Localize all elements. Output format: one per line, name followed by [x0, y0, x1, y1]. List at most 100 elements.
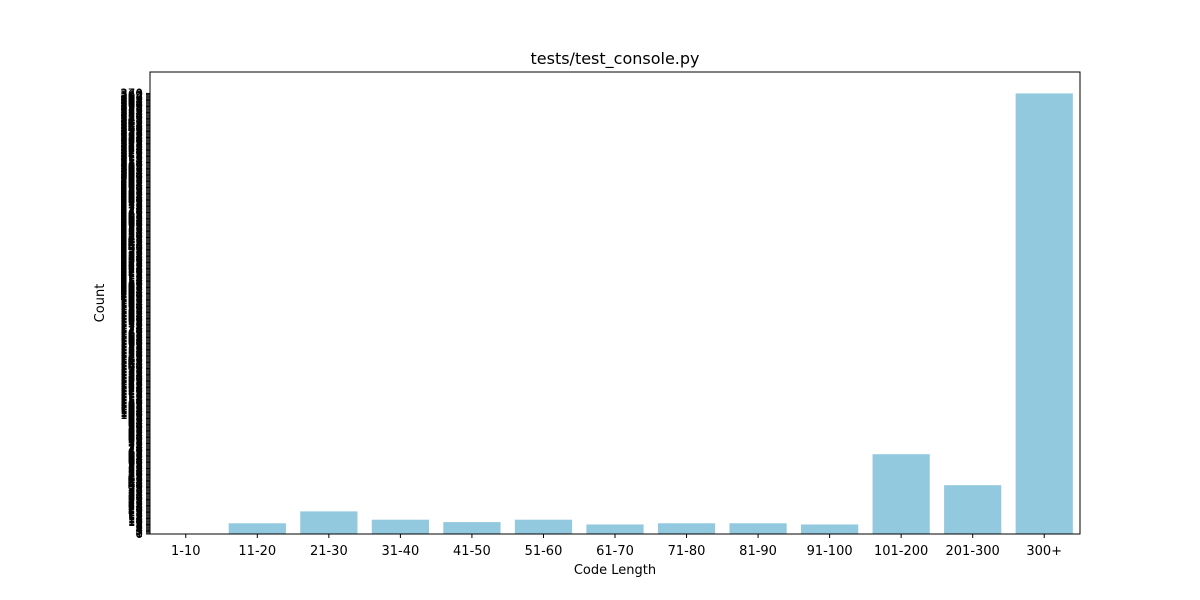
y-tick-label: 114: [120, 391, 143, 405]
y-tick-label: 218: [120, 267, 143, 281]
y-tick-label: 71: [128, 442, 143, 456]
y-tick-label: 348: [120, 113, 143, 127]
y-tick-label: 173: [120, 321, 143, 335]
y-tick-label: 127: [120, 376, 143, 390]
y-tick-label: 93: [128, 416, 143, 430]
y-tick-label: 317: [120, 150, 143, 164]
y-tick-label: 47: [128, 471, 143, 485]
y-tick-label: 150: [120, 348, 143, 362]
x-axis-label: Code Length: [574, 563, 656, 578]
y-tick-label: 61: [128, 454, 143, 468]
y-tick-label: 169: [120, 326, 143, 340]
y-tick-label: 318: [120, 148, 143, 162]
y-tick-label: 341: [120, 121, 143, 135]
y-tick-label: 137: [120, 364, 143, 378]
y-tick-label: 291: [120, 181, 143, 195]
y-tick-label: 329: [120, 135, 143, 149]
y-tick-label: 128: [120, 375, 143, 389]
y-tick-label: 209: [120, 278, 143, 292]
y-tick-label: 243: [120, 238, 143, 252]
y-tick-label: 125: [120, 378, 143, 392]
x-tick-label: 1-10: [171, 544, 201, 559]
y-tick-label: 248: [120, 232, 143, 246]
y-tick-label: 303: [120, 166, 143, 180]
y-tick-label: 28: [128, 494, 143, 508]
y-tick-label: 129: [120, 373, 143, 387]
y-tick-label: 188: [120, 303, 143, 317]
y-tick-label: 5: [135, 521, 143, 535]
y-tick-label: 158: [120, 339, 143, 353]
y-tick-label: 174: [120, 320, 143, 334]
y-tick-label: 121: [120, 383, 143, 397]
y-tick-label: 210: [120, 277, 143, 291]
bars: [228, 93, 1073, 535]
bar-101-200: [872, 454, 930, 534]
y-tick-label: 51: [128, 466, 143, 480]
y-tick-label: 286: [120, 186, 143, 200]
y-tick-label: 56: [128, 460, 143, 474]
y-tick-label: 152: [120, 346, 143, 360]
y-tick-label: 106: [120, 401, 143, 415]
y-tick-label: 36: [128, 484, 143, 498]
x-tick-label: 61-70: [596, 544, 634, 559]
y-tick-label: 143: [120, 357, 143, 371]
y-tick-label: 80: [128, 432, 143, 446]
y-tick-label: 119: [120, 385, 143, 399]
y-tick-label: 211: [120, 276, 143, 290]
y-axis-label: Count: [93, 284, 108, 323]
y-tick-label: 369: [120, 88, 143, 102]
y-tick-label: 359: [120, 100, 143, 114]
y-tick-label: 342: [120, 120, 143, 134]
chart-title: tests/test_console.py: [530, 49, 699, 69]
y-tick-label: 156: [120, 341, 143, 355]
y-tick-label: 253: [120, 226, 143, 240]
x-tick-label: 11-20: [238, 544, 276, 559]
y-tick-label: 45: [128, 473, 143, 487]
y-tick-label: 217: [120, 269, 143, 283]
y-tick-label: 273: [120, 202, 143, 216]
y-tick-label: 64: [128, 451, 143, 465]
y-tick-label: 306: [120, 163, 143, 177]
y-tick-label: 32: [128, 489, 143, 503]
y-tick-label: 148: [120, 351, 143, 365]
y-tick-label: 41: [128, 478, 143, 492]
y-tick-label: 295: [120, 176, 143, 190]
y-tick-label: 343: [120, 119, 143, 133]
y-tick-label: 324: [120, 141, 143, 155]
bar-61-70: [586, 524, 644, 534]
x-tick-label: 300+: [1026, 544, 1062, 559]
bar-51-60: [514, 519, 573, 534]
y-tick-label: 301: [120, 169, 143, 183]
y-tick-label: 270: [120, 206, 143, 220]
y-tick-label: 13: [128, 512, 143, 526]
y-tick-label: 164: [120, 332, 143, 346]
y-tick-label: 183: [120, 309, 143, 323]
y-tick-label: 311: [120, 157, 143, 171]
y-tick-label: 227: [120, 257, 143, 271]
y-tick-label: 254: [120, 225, 143, 239]
y-tick-label: 50: [128, 467, 143, 481]
y-tick-label: 124: [120, 379, 143, 393]
y-tick-label: 2: [135, 525, 143, 539]
y-tick-label: 262: [120, 215, 143, 229]
y-tick-label: 313: [120, 154, 143, 168]
y-tick-label: 334: [120, 129, 143, 143]
y-tick-label: 275: [120, 200, 143, 214]
y-tick-label: 229: [120, 254, 143, 268]
y-tick-label: 29: [128, 492, 143, 506]
y-tick-label: 298: [120, 172, 143, 186]
y-tick-label: 340: [120, 122, 143, 136]
y-tick-label: 179: [120, 314, 143, 328]
y-tick-label: 123: [120, 381, 143, 395]
x-tick-label: 91-100: [807, 544, 853, 559]
x-tick-label: 31-40: [381, 544, 419, 559]
y-tick-label: 43: [128, 476, 143, 490]
y-tick-label: 263: [120, 214, 143, 228]
y-tick-label: 26: [128, 496, 143, 510]
y-tick-label: 126: [120, 377, 143, 391]
y-tick-label: 367: [120, 90, 143, 104]
bar-81-90: [729, 523, 787, 534]
y-tick-label: 176: [120, 317, 143, 331]
y-tick-label: 271: [120, 204, 143, 218]
y-tick-label: 130: [120, 372, 143, 386]
